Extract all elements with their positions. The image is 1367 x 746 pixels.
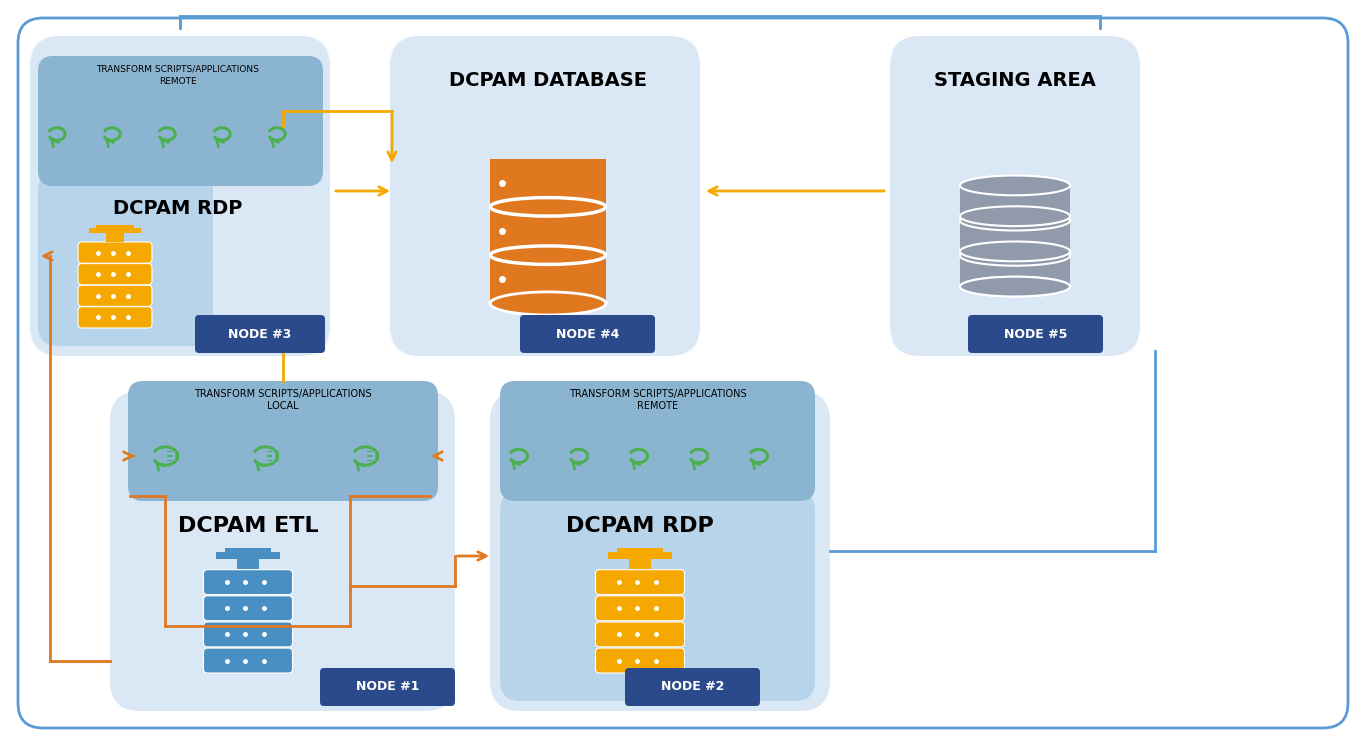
FancyBboxPatch shape (390, 36, 700, 356)
Text: NODE #5: NODE #5 (1003, 327, 1068, 340)
Bar (960, 221, 1070, 251)
Text: DCPAM ETL: DCPAM ETL (178, 516, 319, 536)
Bar (107, 233, 124, 242)
Ellipse shape (960, 175, 1070, 195)
FancyBboxPatch shape (596, 648, 685, 673)
FancyBboxPatch shape (38, 171, 213, 346)
Text: REMOTE: REMOTE (637, 401, 678, 411)
Ellipse shape (960, 277, 1070, 296)
FancyBboxPatch shape (204, 622, 293, 647)
Bar (268, 456, 272, 457)
FancyBboxPatch shape (596, 570, 685, 595)
Bar (368, 451, 372, 453)
Bar (167, 451, 171, 453)
Text: NODE #4: NODE #4 (556, 327, 619, 340)
Bar (275, 456, 279, 457)
Bar (368, 456, 372, 457)
FancyBboxPatch shape (109, 391, 455, 711)
FancyBboxPatch shape (78, 285, 152, 307)
FancyBboxPatch shape (78, 307, 152, 328)
FancyBboxPatch shape (519, 315, 655, 353)
FancyBboxPatch shape (890, 36, 1140, 356)
Text: DCPAM RDP: DCPAM RDP (113, 198, 243, 218)
FancyBboxPatch shape (596, 622, 685, 647)
Bar (491, 255, 606, 304)
Ellipse shape (960, 246, 1070, 266)
FancyBboxPatch shape (625, 668, 760, 706)
Text: NODE #3: NODE #3 (228, 327, 291, 340)
Bar (617, 548, 663, 552)
Bar (491, 207, 606, 255)
FancyBboxPatch shape (78, 242, 152, 263)
Text: NODE #1: NODE #1 (355, 680, 420, 694)
FancyBboxPatch shape (204, 596, 293, 621)
Ellipse shape (491, 292, 606, 315)
Bar (167, 456, 171, 457)
Ellipse shape (491, 198, 606, 216)
Text: REMOTE: REMOTE (159, 77, 197, 86)
Bar (268, 451, 272, 453)
Bar (275, 451, 279, 453)
Bar (960, 256, 1070, 286)
Bar (960, 186, 1070, 216)
Ellipse shape (491, 294, 606, 313)
FancyBboxPatch shape (500, 491, 815, 701)
Bar (375, 451, 379, 453)
Ellipse shape (960, 242, 1070, 261)
FancyBboxPatch shape (38, 56, 323, 186)
FancyBboxPatch shape (78, 263, 152, 285)
Text: TRANSFORM SCRIPTS/APPLICATIONS: TRANSFORM SCRIPTS/APPLICATIONS (97, 64, 260, 74)
FancyBboxPatch shape (489, 391, 830, 711)
Ellipse shape (491, 246, 606, 264)
Bar (629, 559, 651, 569)
Bar (224, 548, 272, 552)
Bar (608, 552, 671, 559)
Text: LOCAL: LOCAL (267, 401, 299, 411)
Bar (89, 228, 141, 233)
FancyBboxPatch shape (596, 596, 685, 621)
Ellipse shape (960, 210, 1070, 231)
FancyBboxPatch shape (30, 36, 329, 356)
FancyBboxPatch shape (500, 381, 815, 501)
Bar (175, 451, 179, 453)
Bar (375, 456, 379, 457)
Bar (96, 225, 134, 228)
Text: DCPAM DATABASE: DCPAM DATABASE (448, 72, 647, 90)
FancyBboxPatch shape (195, 315, 325, 353)
Text: TRANSFORM SCRIPTS/APPLICATIONS: TRANSFORM SCRIPTS/APPLICATIONS (194, 389, 372, 399)
FancyBboxPatch shape (204, 570, 293, 595)
FancyBboxPatch shape (204, 648, 293, 673)
Bar (491, 159, 606, 207)
Text: DCPAM RDP: DCPAM RDP (566, 516, 714, 536)
FancyBboxPatch shape (320, 668, 455, 706)
Bar (238, 559, 258, 569)
Ellipse shape (960, 207, 1070, 226)
Ellipse shape (960, 277, 1070, 296)
Text: NODE #2: NODE #2 (660, 680, 725, 694)
Text: TRANSFORM SCRIPTS/APPLICATIONS: TRANSFORM SCRIPTS/APPLICATIONS (569, 389, 746, 399)
Bar (175, 456, 179, 457)
FancyBboxPatch shape (128, 381, 437, 501)
Text: STAGING AREA: STAGING AREA (934, 72, 1096, 90)
Bar (216, 552, 280, 559)
FancyBboxPatch shape (968, 315, 1103, 353)
